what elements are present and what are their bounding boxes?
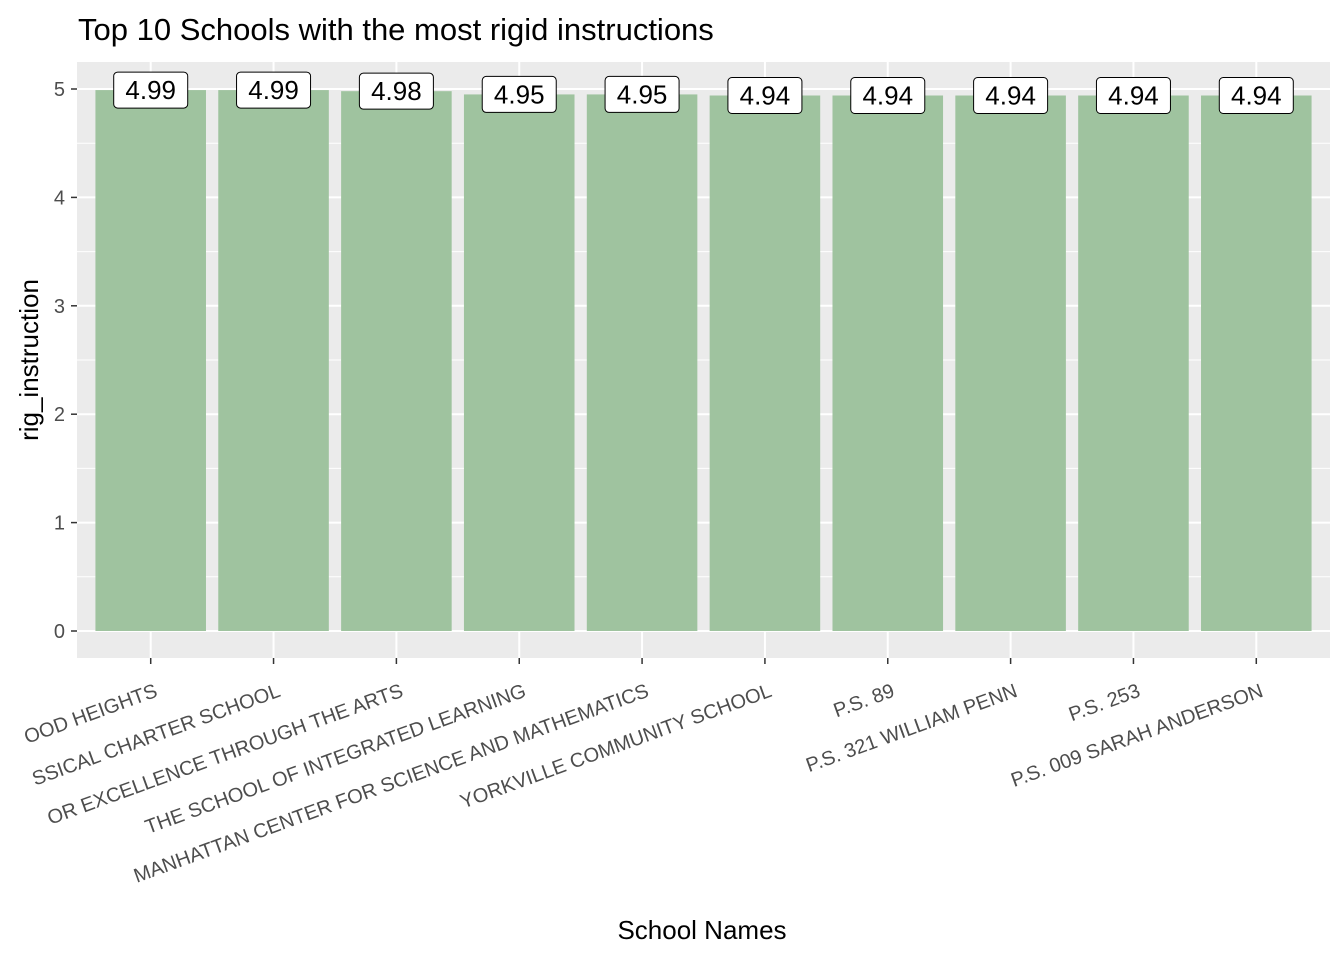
- data-label: 4.94: [850, 77, 926, 115]
- data-label: 4.99: [113, 71, 189, 109]
- chart-title: Top 10 Schools with the most rigid instr…: [78, 12, 714, 47]
- bar: [709, 95, 821, 631]
- y-tick-label: 4: [54, 187, 65, 209]
- data-label: 4.94: [973, 77, 1049, 115]
- bars: [95, 90, 1312, 632]
- data-label-text: 4.94: [1108, 81, 1159, 111]
- data-label-box: [604, 75, 680, 113]
- bar: [955, 95, 1066, 631]
- y-axis-title: rig_instruction: [14, 279, 44, 441]
- bar: [586, 94, 698, 632]
- data-label-box: [236, 71, 312, 109]
- x-tick-label: P.S. 89: [831, 680, 898, 722]
- data-label-box: [1095, 77, 1171, 115]
- data-label-box: [973, 77, 1049, 115]
- y-tick-label: 1: [54, 513, 65, 535]
- data-label-box: [1218, 77, 1294, 115]
- data-label-text: 4.98: [371, 76, 422, 106]
- data-label-box: [113, 71, 189, 109]
- data-label-text: 4.99: [248, 75, 299, 105]
- bar: [1078, 95, 1189, 631]
- data-label-text: 4.94: [862, 81, 913, 111]
- data-label-text: 4.99: [125, 75, 176, 105]
- bar: [218, 90, 329, 632]
- y-tick-label: 3: [54, 296, 65, 318]
- y-axis: 0 1 2 3 4 5: [54, 79, 77, 643]
- data-label-box: [358, 72, 434, 110]
- bar: [463, 94, 575, 632]
- data-label-box: [727, 77, 803, 115]
- data-label: 4.94: [727, 77, 803, 115]
- data-label-text: 4.95: [617, 79, 668, 109]
- data-label: 4.94: [1095, 77, 1171, 115]
- data-label: 4.95: [481, 75, 557, 113]
- data-label: 4.95: [604, 75, 680, 113]
- data-label-text: 4.94: [1231, 81, 1282, 111]
- data-label-box: [481, 75, 557, 113]
- y-tick-label: 0: [54, 621, 65, 643]
- bar: [832, 95, 944, 631]
- x-tick-label: P.S. 253: [1066, 680, 1143, 726]
- data-label-box: [850, 77, 926, 115]
- data-label: 4.99: [236, 71, 312, 109]
- value-labels: 4.99 4.99 4.98 4.95 4.95 4.94 4.94 4.94 4.94 4.94: [113, 71, 1294, 115]
- y-tick-label: 5: [54, 79, 65, 101]
- y-tick-label: 2: [54, 404, 65, 426]
- data-label: 4.98: [358, 72, 434, 110]
- bar: [95, 90, 206, 632]
- data-label-text: 4.94: [740, 81, 791, 111]
- x-axis-title: School Names: [617, 915, 786, 945]
- data-label: 4.94: [1218, 77, 1294, 115]
- data-label-text: 4.94: [985, 81, 1036, 111]
- x-tick-label: P.S. 321 WILLIAM PENN: [803, 680, 1020, 777]
- bar: [341, 91, 452, 632]
- data-label-text: 4.95: [494, 79, 545, 109]
- bar: [1201, 95, 1312, 631]
